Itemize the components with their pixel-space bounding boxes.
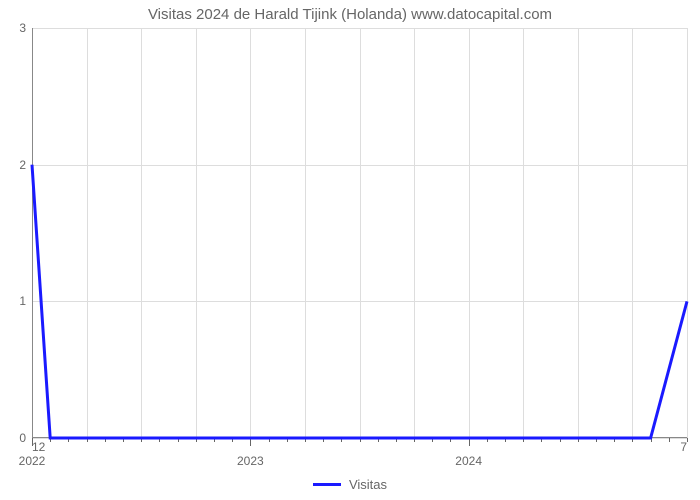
chart-title: Visitas 2024 de Harald Tijink (Holanda) … — [0, 6, 700, 23]
legend-item-visitas: Visitas — [313, 477, 387, 492]
plot-area: 0123202220232024127 — [32, 28, 687, 438]
y-tick-label: 1 — [19, 294, 32, 308]
legend: Visitas — [0, 474, 700, 492]
x-corner-left: 12 — [32, 440, 45, 454]
data-line — [32, 28, 687, 438]
x-major-label: 2024 — [455, 438, 482, 468]
legend-swatch — [313, 483, 341, 486]
x-corner-right: 7 — [680, 440, 687, 454]
legend-label: Visitas — [349, 477, 387, 492]
y-tick-label: 2 — [19, 158, 32, 172]
series-line-visitas — [32, 165, 687, 438]
grid-line-vertical — [687, 28, 688, 438]
x-minor-tick — [687, 438, 688, 442]
y-tick-label: 3 — [19, 21, 32, 35]
x-major-label: 2023 — [237, 438, 264, 468]
chart-title-text: Visitas 2024 de Harald Tijink (Holanda) … — [148, 6, 552, 23]
x-minor-tick — [669, 438, 670, 442]
chart-container: Visitas 2024 de Harald Tijink (Holanda) … — [0, 0, 700, 500]
